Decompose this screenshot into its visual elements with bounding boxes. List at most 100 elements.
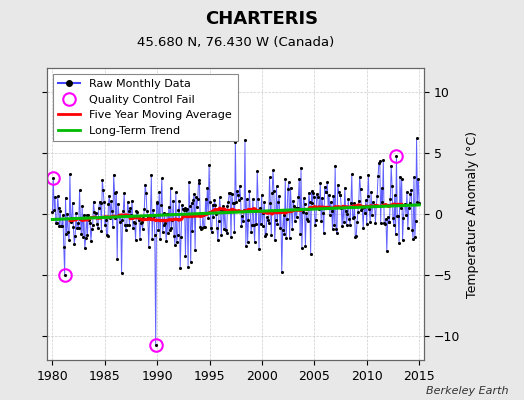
Point: [305, 199, 314, 205]
Point: [172, 239, 181, 245]
Point: [152, 200, 161, 206]
Point: [55, 223, 63, 229]
Point: [175, 198, 183, 204]
Point: [276, 225, 284, 231]
Point: [70, 241, 79, 248]
Point: [366, 218, 374, 225]
Point: [291, 205, 300, 212]
Point: [409, 235, 417, 242]
Title: 45.680 N, 76.430 W (Canada): 45.680 N, 76.430 W (Canada): [137, 36, 334, 49]
Point: [300, 201, 309, 207]
Point: [266, 200, 275, 206]
Point: [344, 196, 353, 202]
Point: [220, 225, 228, 232]
Point: [211, 201, 220, 208]
Point: [252, 220, 260, 227]
Point: [135, 217, 143, 223]
Point: [227, 190, 236, 197]
Point: [351, 234, 359, 240]
Point: [415, 200, 423, 206]
Text: CHARTERIS: CHARTERIS: [205, 10, 319, 28]
Point: [223, 203, 232, 209]
Point: [118, 217, 127, 224]
Point: [317, 217, 325, 224]
Point: [334, 189, 343, 195]
Point: [410, 174, 418, 180]
Point: [353, 219, 361, 225]
Point: [376, 220, 385, 226]
Point: [77, 231, 85, 238]
Point: [313, 194, 322, 200]
Point: [243, 196, 251, 202]
Point: [203, 184, 212, 191]
Point: [125, 222, 134, 228]
Point: [338, 223, 346, 230]
Point: [126, 205, 135, 211]
Point: [103, 233, 112, 239]
Point: [51, 194, 59, 200]
Point: [285, 179, 293, 186]
Point: [403, 189, 411, 195]
Point: [286, 234, 294, 241]
Point: [168, 217, 177, 223]
Point: [319, 210, 327, 216]
Point: [242, 243, 250, 250]
Point: [149, 207, 157, 214]
Point: [350, 214, 358, 220]
Point: [252, 207, 260, 214]
Point: [343, 211, 352, 218]
Point: [375, 160, 383, 166]
Y-axis label: Temperature Anomaly (°C): Temperature Anomaly (°C): [466, 130, 479, 298]
Point: [208, 229, 216, 235]
Point: [373, 193, 381, 199]
Point: [267, 232, 276, 238]
Point: [103, 232, 111, 238]
Point: [86, 219, 94, 226]
Point: [192, 194, 200, 200]
Point: [272, 183, 281, 190]
Point: [342, 208, 350, 214]
Point: [69, 224, 78, 230]
Point: [144, 214, 152, 220]
Point: [140, 206, 148, 212]
Point: [304, 189, 313, 196]
Point: [137, 218, 146, 225]
Point: [167, 185, 175, 192]
Point: [236, 195, 245, 201]
Point: [359, 225, 367, 231]
Point: [120, 190, 128, 196]
Point: [177, 234, 185, 240]
Point: [307, 251, 315, 257]
Point: [68, 214, 76, 221]
Point: [212, 211, 220, 218]
Point: [187, 259, 195, 265]
Point: [74, 224, 83, 231]
Point: [265, 174, 274, 181]
Point: [71, 233, 79, 239]
Point: [389, 215, 397, 222]
Point: [255, 246, 263, 252]
Point: [364, 172, 373, 178]
Point: [104, 201, 113, 208]
Point: [414, 176, 422, 182]
Point: [406, 191, 414, 197]
Point: [114, 200, 122, 207]
Point: [258, 223, 267, 229]
Point: [217, 232, 225, 238]
Point: [322, 189, 331, 196]
Point: [180, 205, 189, 212]
Point: [83, 232, 92, 238]
Point: [142, 189, 150, 196]
Point: [311, 222, 319, 229]
Point: [199, 212, 207, 218]
Point: [323, 179, 332, 186]
Point: [163, 210, 171, 217]
Point: [247, 228, 255, 235]
Point: [246, 207, 255, 214]
Point: [194, 177, 203, 184]
Point: [72, 210, 80, 216]
Point: [333, 230, 341, 236]
Point: [111, 190, 119, 196]
Point: [121, 222, 129, 228]
Point: [213, 225, 221, 231]
